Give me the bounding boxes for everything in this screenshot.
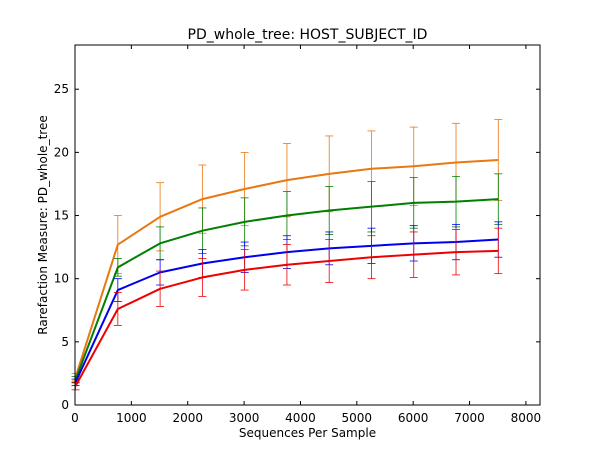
x-tick-label: 4000 [285, 411, 316, 425]
y-axis-label: Rarefaction Measure: PD_whole_tree [36, 115, 50, 334]
x-tick-label: 7000 [454, 411, 485, 425]
plot-frame [74, 44, 541, 406]
plot-area [71, 119, 503, 391]
series-2 [71, 173, 503, 384]
series-line [74, 198, 499, 381]
y-tick-label: 25 [54, 82, 69, 96]
axis-ticks: 0 1000 2000 3000 4000 5000 6000 7000 8000 0 5 10 15 2… [54, 45, 541, 425]
x-tick-label: 5000 [342, 411, 373, 425]
y-tick-label: 15 [54, 209, 69, 223]
x-tick-label: 8000 [511, 411, 542, 425]
y-tick-label: 0 [61, 398, 69, 412]
x-tick-label: 1000 [116, 411, 147, 425]
chart-title: PD_whole_tree: HOST_SUBJECT_ID [188, 27, 428, 43]
series-4 [71, 227, 503, 391]
x-tick-label: 0 [71, 411, 79, 425]
y-tick-label: 20 [54, 145, 69, 159]
x-tick-label: 6000 [398, 411, 429, 425]
y-tick-label: 10 [54, 272, 69, 286]
x-tick-label: 2000 [172, 411, 203, 425]
series-line [74, 249, 499, 387]
series-line [74, 158, 499, 378]
x-axis-label: Sequences Per Sample [239, 426, 376, 440]
y-tick-label: 5 [61, 335, 69, 349]
x-tick-label: 3000 [229, 411, 260, 425]
